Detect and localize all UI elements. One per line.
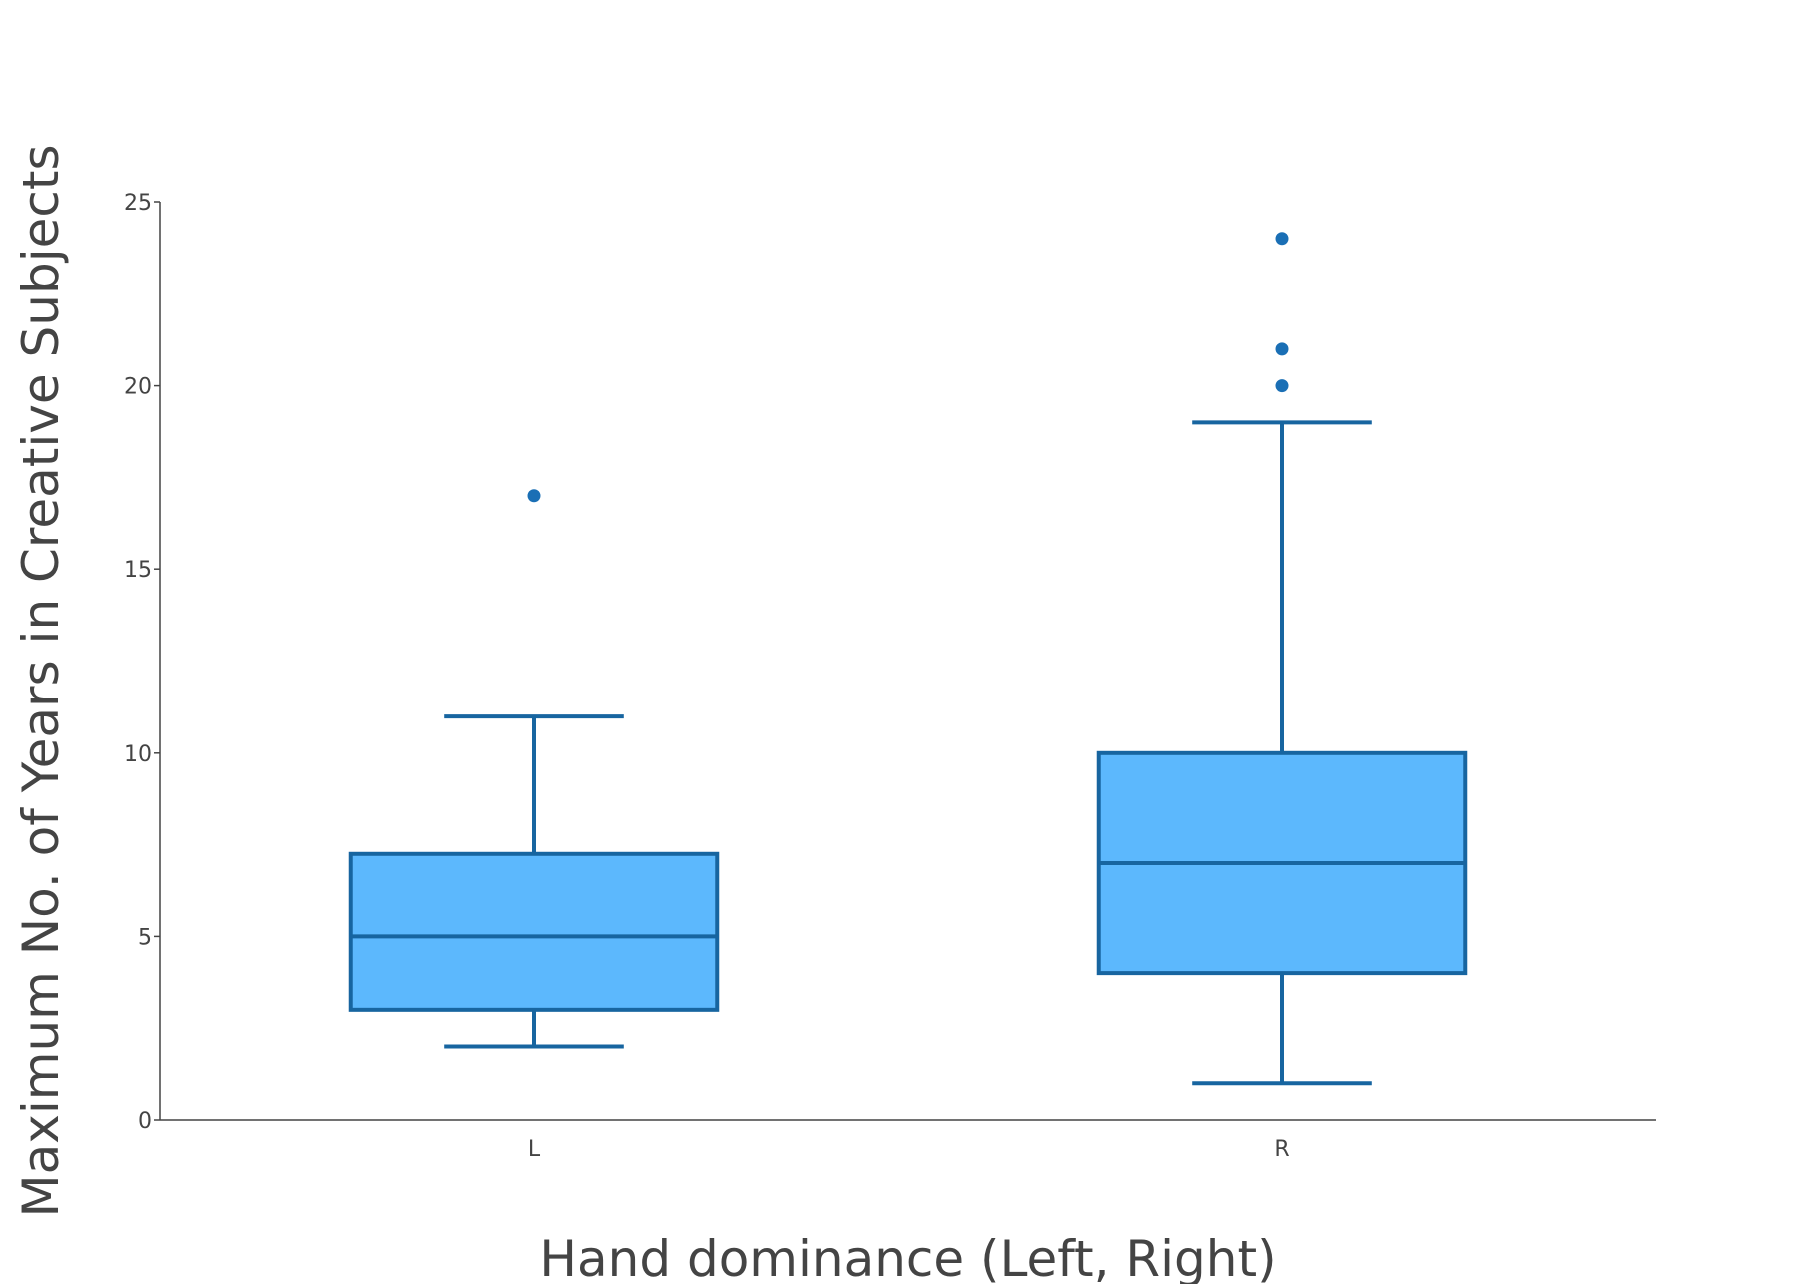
x-tick-label: R (1274, 1137, 1289, 1162)
outlier-point (527, 489, 541, 503)
y-tick-label: 25 (124, 191, 152, 216)
y-tick-label: 5 (138, 925, 152, 950)
iqr-box (348, 851, 720, 1012)
x-axis-title: Hand dominance (Left, Right) (539, 1230, 1276, 1284)
box-R (1096, 232, 1468, 1086)
y-tick-label: 15 (124, 558, 152, 583)
outlier-point (1275, 342, 1289, 356)
boxes (348, 232, 1468, 1086)
x-tick-label: L (528, 1137, 541, 1162)
y-axis-title: Maximum No. of Years in Creative Subject… (12, 145, 70, 1218)
y-tick-label: 10 (124, 742, 152, 767)
outlier-point (1275, 232, 1289, 246)
box-L (348, 489, 720, 1049)
y-tick-label: 0 (138, 1109, 152, 1134)
axes: 0 5 10 15 20 25 L R (124, 191, 1656, 1162)
y-tick-label: 20 (124, 375, 152, 400)
outlier-point (1275, 379, 1289, 393)
